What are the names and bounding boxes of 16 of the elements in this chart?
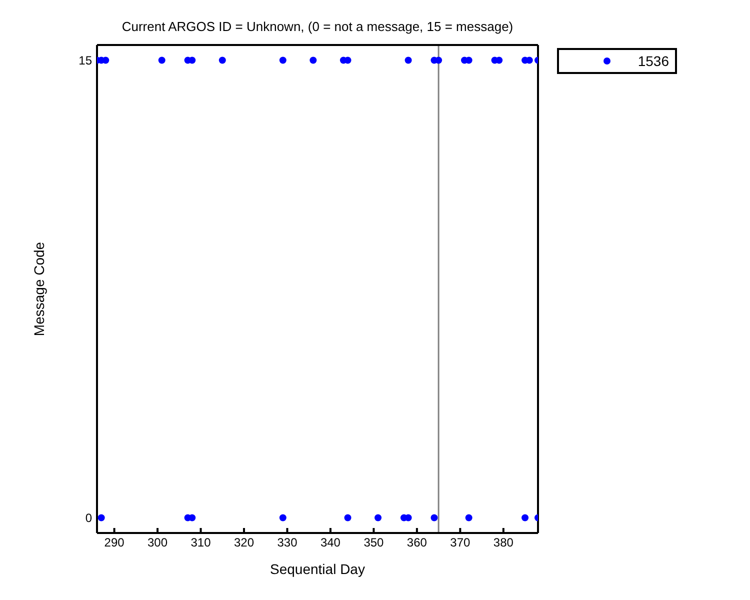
y-tick-label: 0 bbox=[85, 511, 92, 526]
y-axis-title: Message Code bbox=[30, 242, 47, 336]
x-tick-label: 350 bbox=[364, 536, 384, 550]
x-tick-label: 380 bbox=[493, 536, 514, 550]
x-tick-label: 290 bbox=[104, 536, 125, 550]
x-tick-label: 300 bbox=[148, 536, 168, 550]
x-tick-label: 330 bbox=[277, 536, 298, 550]
x-tick-label: 340 bbox=[320, 536, 341, 550]
x-tick-label: 370 bbox=[450, 536, 471, 550]
x-axis-title: Sequential Day bbox=[270, 561, 365, 577]
y-tick-label: 15 bbox=[78, 54, 92, 68]
x-tick-label: 310 bbox=[190, 536, 212, 550]
legend-label: 1536 bbox=[638, 53, 669, 69]
x-tick-label: 360 bbox=[406, 536, 428, 550]
chart-title: Current ARGOS ID = Unknown, (0 = not a message, 15 = message) bbox=[120, 19, 514, 34]
x-tick-label: 320 bbox=[234, 536, 254, 550]
